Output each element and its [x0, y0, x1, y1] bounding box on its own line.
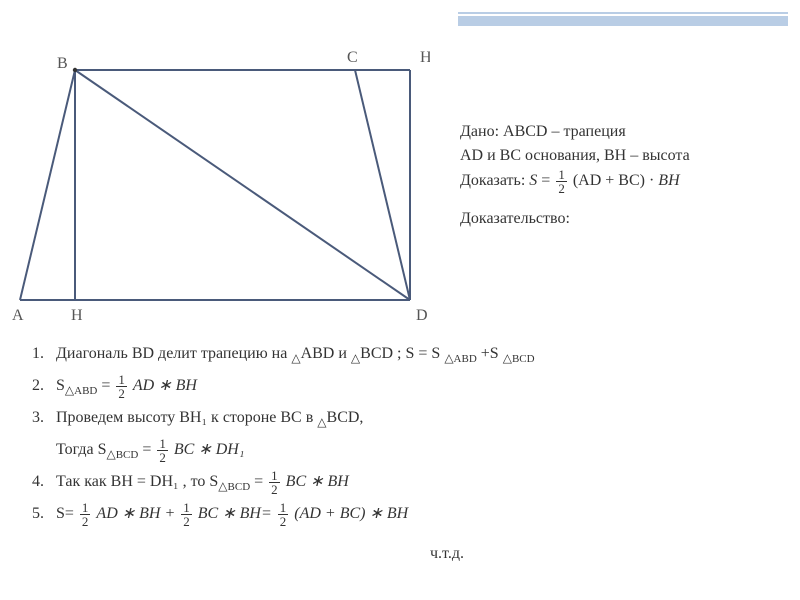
adbc: (AD + BC)	[573, 172, 645, 189]
svg-text:B: B	[57, 55, 68, 72]
half-fraction: 1 2	[556, 168, 567, 195]
triangle-icon: △	[351, 351, 360, 365]
given-block: Дано: ABCD – трапеция AD и BC основания,…	[460, 120, 790, 231]
dot-op: ·	[649, 172, 654, 189]
half-fraction: 12	[157, 437, 168, 464]
step-1: 1. Диагональ BD делит трапецию на △ABD и…	[32, 340, 772, 370]
half-fraction: 12	[278, 501, 289, 528]
triangle-icon: △	[503, 351, 512, 365]
proof-label: Доказательство:	[460, 207, 790, 231]
svg-text:C: C	[347, 50, 358, 66]
half-fraction: 12	[269, 469, 280, 496]
given-line-1: Дано: ABCD – трапеция	[460, 120, 790, 144]
triangle-icon: △	[106, 447, 115, 461]
header-rule	[458, 16, 788, 26]
step-3b: Тогда S△BCD = 12 BC ∗ DH₁	[56, 436, 772, 466]
step-2: 2. S△ABD = 12 AD ∗ BH	[32, 372, 772, 402]
triangle-icon: △	[444, 351, 453, 365]
svg-text:H₁: H₁	[420, 50, 430, 66]
given-line-2: AD и BC основания, BH – высота	[460, 144, 790, 168]
eq-sign: =	[541, 172, 554, 189]
step-3: 3. Проведем высоту BH₁ к стороне BC в △B…	[32, 404, 772, 434]
prove-label: Доказать:	[460, 172, 525, 189]
triangle-icon: △	[317, 415, 326, 429]
var-bh: BH	[658, 172, 679, 189]
trapezoid-figure: A B C H₁ D H	[10, 50, 430, 325]
triangle-icon: △	[218, 479, 227, 493]
triangle-icon: △	[291, 351, 300, 365]
svg-text:A: A	[12, 307, 24, 320]
proof-steps: 1. Диагональ BD делит трапецию на △ABD и…	[32, 340, 772, 531]
step-4: 4. Так как BH = DH₁ , то S△BCD = 12 BC ∗…	[32, 468, 772, 498]
half-fraction: 12	[80, 501, 91, 528]
triangle-icon: △	[65, 383, 74, 397]
prove-line: Доказать: S = 1 2 (AD + BC) · BH	[460, 168, 790, 195]
svg-text:H: H	[71, 307, 83, 320]
half-fraction: 12	[181, 501, 192, 528]
var-s: S	[529, 172, 537, 189]
svg-text:D: D	[416, 307, 428, 320]
half-fraction: 12	[116, 373, 127, 400]
step-5: 5. S= 12 AD ∗ BH + 12 BC ∗ BH= 12 (AD + …	[32, 500, 772, 529]
qed: ч.т.д.	[430, 545, 464, 563]
